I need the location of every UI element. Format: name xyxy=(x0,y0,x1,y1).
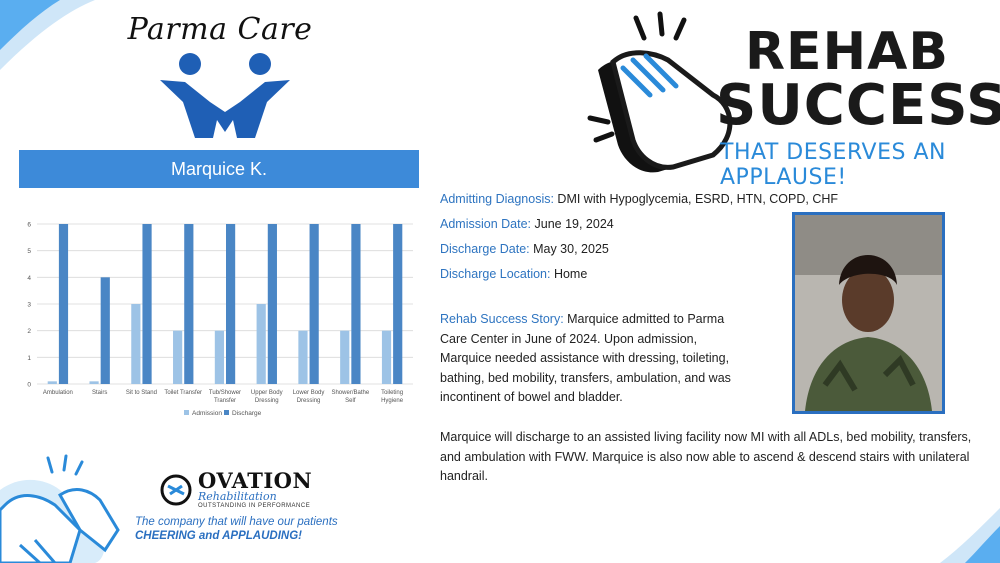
y-tick-label: 3 xyxy=(27,302,31,309)
y-tick-label: 4 xyxy=(27,275,31,282)
discharge-date-value: May 30, 2025 xyxy=(529,242,609,256)
x-tick-label: Hygiene xyxy=(381,398,404,404)
x-tick-label: Shower/Bathe xyxy=(331,390,369,396)
admission-date: Admission Date: June 19, 2024 xyxy=(440,217,614,231)
bar-admission xyxy=(214,330,224,384)
patient-photo xyxy=(792,212,945,414)
x-tick-label: Tub/Shower xyxy=(209,390,241,396)
admitting-diagnosis: Admitting Diagnosis: DMI with Hypoglycem… xyxy=(440,192,838,206)
rehab-subtitle: THAT DESERVES AN APPLAUSE! xyxy=(720,140,946,190)
ovation-subname: Rehabilitation xyxy=(198,490,277,503)
discharge-location-label: Discharge Location: xyxy=(440,267,551,281)
ovation-clapping-hands-icon xyxy=(0,454,192,563)
corner-swoosh-bottom-right xyxy=(940,508,1000,563)
functional-progress-chart: 0 1 2 3 4 5 6 Ambulation Stairs Sit to Stand Toile… xyxy=(27,222,413,417)
bar-admission xyxy=(131,304,141,384)
facility-name: Parma Care xyxy=(127,12,313,47)
x-tick-label: Sit to Stand xyxy=(126,390,157,396)
y-tick-label: 0 xyxy=(27,382,31,389)
discharge-date: Discharge Date: May 30, 2025 xyxy=(440,242,609,256)
discharge-date-label: Discharge Date: xyxy=(440,242,530,256)
discharge-location-value: Home xyxy=(550,267,588,281)
bar-discharge xyxy=(351,224,361,384)
x-tick-label: Transfer xyxy=(214,398,236,404)
rehab-story-label: Rehab Success Story: xyxy=(440,312,564,326)
x-tick-label: Upper Body xyxy=(251,390,283,396)
parma-care-logo-icon xyxy=(160,53,290,138)
patient-photo-image xyxy=(795,215,942,411)
rehab-title-line1: REHAB xyxy=(745,22,949,82)
bar-discharge xyxy=(226,224,236,384)
rehab-story-text: Marquice admitted to Parma Care Center i… xyxy=(440,312,731,404)
bar-admission xyxy=(256,304,266,384)
rehab-title-line2: SUCCESS xyxy=(716,73,1000,138)
x-tick-label: Ambulation xyxy=(43,390,73,396)
bar-discharge xyxy=(100,277,110,384)
admission-date-label: Admission Date: xyxy=(440,217,532,231)
bar-discharge xyxy=(309,224,319,384)
patient-name-banner: Marquice K. xyxy=(19,150,419,188)
corner-swoosh-top-left xyxy=(0,0,95,70)
bar-discharge xyxy=(393,224,403,384)
bar-admission xyxy=(298,330,308,384)
y-tick-label: 5 xyxy=(27,248,31,255)
rehab-story: Rehab Success Story: Marquice admitted t… xyxy=(440,310,750,408)
y-tick-label: 1 xyxy=(27,355,31,362)
legend-swatch xyxy=(224,410,229,415)
patient-name: Marquice K. xyxy=(170,158,268,179)
bar-discharge xyxy=(142,224,152,384)
company-tagline-line1: The company that will have our patients xyxy=(135,516,338,528)
bar-admission xyxy=(89,381,99,384)
bar-discharge xyxy=(267,224,277,384)
admitting-diagnosis-value: DMI with Hypoglycemia, ESRD, HTN, COPD, … xyxy=(553,192,839,206)
company-tagline-line2: CHEERING and APPLAUDING! xyxy=(135,530,302,542)
x-tick-label: Self xyxy=(345,398,356,404)
ovation-name: OVATION xyxy=(198,468,313,493)
y-tick-label: 2 xyxy=(27,328,31,335)
x-tick-label: Stairs xyxy=(92,390,107,396)
bar-admission xyxy=(340,330,350,384)
bar-admission xyxy=(47,381,57,384)
bar-admission xyxy=(173,330,183,384)
x-tick-label: Toilet Transfer xyxy=(164,390,202,396)
x-tick-label: Lower Body xyxy=(293,390,325,396)
admitting-diagnosis-label: Admitting Diagnosis: xyxy=(440,192,554,206)
bar-discharge xyxy=(58,224,69,384)
clapping-hands-icon xyxy=(587,11,733,173)
x-tick-label: Dressing xyxy=(255,398,279,404)
ovation-tagline: OUTSTANDING IN PERFORMANCE xyxy=(198,503,311,509)
admission-date-value: June 19, 2024 xyxy=(531,217,614,231)
x-tick-label: Toileting xyxy=(381,390,403,396)
discharge-location: Discharge Location: Home xyxy=(440,267,587,281)
legend-label: Discharge xyxy=(232,410,262,417)
x-tick-label: Dressing xyxy=(297,398,321,404)
rehab-outcome: Marquice will discharge to an assisted l… xyxy=(440,430,972,483)
y-tick-label: 6 xyxy=(27,222,31,229)
legend-label: Admission xyxy=(192,410,222,417)
legend-swatch xyxy=(184,410,189,415)
bar-discharge xyxy=(184,224,194,384)
bar-admission xyxy=(381,330,392,384)
